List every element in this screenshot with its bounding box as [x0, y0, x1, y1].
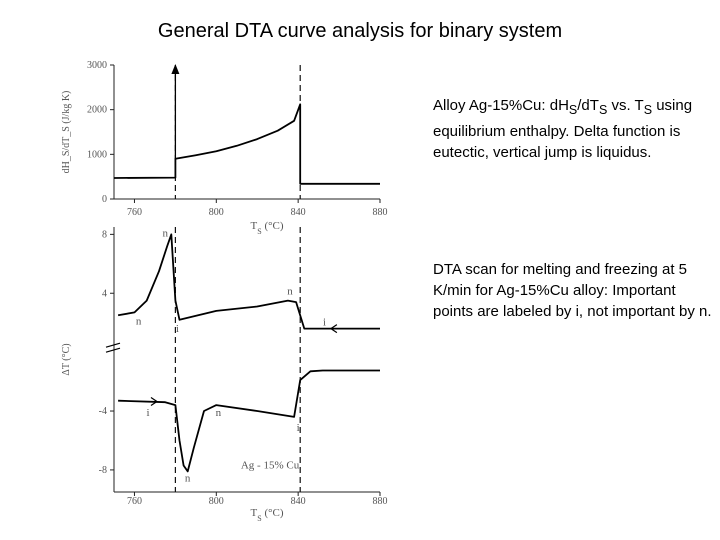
dta-scan-note: DTA scan for melting and freezing at 5 K…: [433, 261, 712, 320]
y-tick-label: 4: [102, 288, 107, 299]
x-axis-label: TS (°C): [251, 220, 284, 236]
x-tick-label: 840: [291, 496, 306, 507]
direction-arrow-cooling: [150, 396, 159, 406]
x-tick-label: 800: [209, 207, 224, 218]
x-axis-label: TS (°C): [251, 507, 284, 523]
point-label-i: i: [147, 407, 150, 419]
plot-1: 760 800 840 880 0 1000 2000 3000 TS (°C) dH_S/dT_…: [61, 60, 388, 236]
point-label-i: i: [323, 317, 326, 329]
page-title: General DTA curve analysis for binary sy…: [157, 20, 563, 42]
enthalpy-note: Alloy Ag-15%Cu: dHS/dTS vs. TS using equ…: [433, 95, 713, 163]
point-label-n: n: [287, 286, 293, 298]
y-tick-label: 0: [102, 194, 107, 205]
x-tick-label: 760: [127, 496, 142, 507]
y-tick-label: -8: [99, 465, 107, 476]
point-label-i: i: [297, 422, 300, 434]
note-top-sub3: S: [643, 103, 653, 117]
note-top-post: using equilibrium enthalpy. Delta functi…: [433, 97, 693, 161]
alloy-annotation: Ag - 15% Cu: [241, 459, 300, 471]
point-label-n: n: [185, 472, 191, 484]
y-tick-label: 8: [102, 229, 107, 240]
y-tick-label: 1000: [87, 149, 107, 160]
note-top-sub2: S: [598, 103, 608, 117]
x-tick-label: 880: [373, 496, 388, 507]
point-label-n: n: [136, 315, 142, 327]
x-tick-label: 840: [291, 207, 306, 218]
series-line-cooling: [118, 369, 380, 473]
axis-break-mark: [105, 342, 121, 348]
direction-arrow-heating: [329, 324, 338, 334]
plot-2: 760 800 840 880 -8 -4 4 8 TS (°C) ΔT (°C) Ag - 15%…: [61, 227, 388, 523]
point-label-n: n: [216, 407, 222, 419]
series-line-1: [113, 103, 380, 185]
point-label-i: i: [176, 323, 179, 335]
note-top-pre: Alloy Ag-15%Cu: dH: [433, 97, 569, 114]
y-tick-label: 2000: [87, 105, 107, 116]
axis-break-mark: [105, 347, 121, 353]
x-tick-label: 800: [209, 496, 224, 507]
delta-function-arrowhead: [171, 64, 180, 74]
note-top-mid1: /dT: [577, 97, 599, 114]
y-tick-label: 3000: [87, 60, 107, 71]
note-top-mid2: vs. T: [607, 97, 644, 114]
note-top-sub1: S: [568, 103, 578, 117]
x-tick-label: 760: [127, 207, 142, 218]
y-axis-label: dH_S/dT_S (J/kg K): [61, 91, 72, 174]
y-axis-label: ΔT (°C): [61, 343, 72, 375]
series-line-heating: [117, 233, 380, 330]
x-tick-label: 880: [373, 207, 388, 218]
point-label-n: n: [163, 227, 169, 239]
y-tick-label: -4: [99, 406, 107, 417]
